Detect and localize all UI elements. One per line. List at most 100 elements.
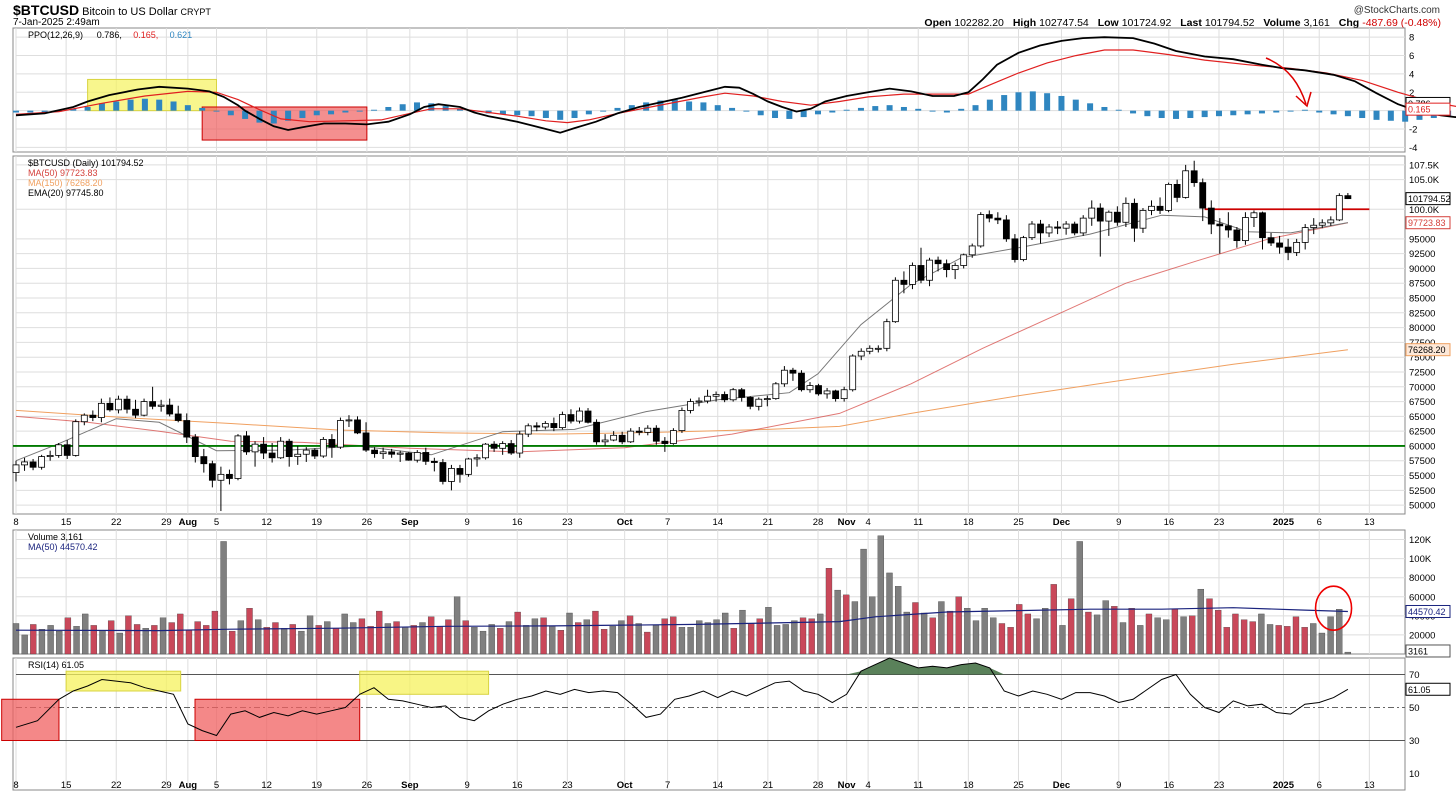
ppo-histogram-bar <box>113 101 120 111</box>
candle-body <box>678 410 686 431</box>
candle-body <box>687 401 694 411</box>
volume-bar <box>30 624 37 655</box>
rsi-x-tick-label: 23 <box>562 780 573 791</box>
rsi-line <box>15 657 1349 737</box>
candle-body <box>806 385 814 391</box>
volume-bar <box>1050 584 1057 655</box>
volume-bar <box>1102 600 1109 655</box>
volume-value-tag-label: 44570.42 <box>1408 607 1446 617</box>
volume-bar <box>367 626 374 655</box>
ppo-legend-item: 0.621 <box>170 30 193 40</box>
volume-bar <box>73 626 80 655</box>
ppo-histogram-bar <box>600 110 607 112</box>
rsi-x-tick-label: Dec <box>1053 780 1070 791</box>
ppo-histogram-bar <box>872 106 879 111</box>
volume-legend-item: Volume 3,161 <box>28 532 83 542</box>
price-x-tick-label: 12 <box>261 517 272 528</box>
ppo-legend-item: 0.165, <box>133 30 158 40</box>
ppo-histogram-bar <box>1359 110 1366 119</box>
price-y-tick-label: 55000 <box>1409 471 1435 482</box>
volume-bar <box>194 621 201 655</box>
volume-bar <box>938 601 945 655</box>
price-x-tick-label: 15 <box>61 517 72 528</box>
volume-bar <box>773 625 781 655</box>
candle-body <box>123 398 131 410</box>
candle-body <box>482 443 489 459</box>
rsi-x-tick-label: 21 <box>763 780 774 791</box>
volume-bar <box>514 611 521 655</box>
candle-body <box>499 443 507 449</box>
ppo-histogram-bar <box>700 102 707 111</box>
volume-bar <box>678 627 686 655</box>
candle-body <box>166 404 174 415</box>
candle-body <box>738 389 746 398</box>
candle-body <box>1344 195 1352 200</box>
volume-bar <box>860 548 867 655</box>
rsi-highlight-yellow <box>359 670 490 695</box>
candle-body <box>584 410 592 423</box>
ppo-histogram-bar <box>1072 99 1079 111</box>
volume-bar <box>1067 598 1075 655</box>
volume-bar <box>557 630 565 655</box>
volume-bar <box>142 628 149 655</box>
ppo-histogram-bar <box>299 110 306 119</box>
rsi-x-tick-label: 16 <box>512 780 523 791</box>
ppo-histogram-bar <box>772 110 779 119</box>
candle-body <box>567 414 575 422</box>
volume-bar <box>964 608 971 655</box>
price-x-tick-label: 25 <box>1013 517 1024 528</box>
rsi-x-tick-label: 9 <box>464 780 469 791</box>
ppo-histogram-bar <box>686 101 693 111</box>
candle-body <box>601 439 609 443</box>
volume-bar <box>730 628 737 655</box>
volume-bar <box>1344 651 1352 655</box>
ppo-histogram-bar <box>356 110 363 112</box>
price-x-tick-label: 23 <box>562 517 573 528</box>
rsi-highlight-yellow <box>65 670 182 692</box>
candle-body <box>260 443 267 454</box>
candle-body <box>874 347 882 350</box>
volume-bar <box>453 596 461 655</box>
candle-body <box>388 451 396 455</box>
price-y-tick-label: 100.0K <box>1409 205 1440 216</box>
ppo-histogram-bar <box>557 110 564 120</box>
ppo-histogram-bar <box>1029 91 1036 111</box>
volume-bar <box>1076 541 1083 655</box>
rsi-x-tick-label: 13 <box>1364 780 1375 791</box>
price-x-tick-label: 29 <box>161 517 172 528</box>
ppo-histogram-bar <box>514 110 521 116</box>
volume-bar <box>929 617 936 655</box>
ppo-histogram-bar <box>328 110 335 115</box>
ppo-histogram-bar <box>227 110 234 116</box>
ppo-histogram-bar <box>800 110 807 118</box>
candle-body <box>226 473 233 479</box>
candle-body <box>396 452 404 455</box>
volume-bar <box>1197 588 1205 655</box>
volume-bar <box>133 624 141 655</box>
price-x-tick-label: 23 <box>1214 517 1225 528</box>
candle-body <box>772 383 780 400</box>
candle-body <box>746 397 754 407</box>
candle-body <box>823 390 831 395</box>
candle-body <box>943 263 951 271</box>
ppo-histogram-bar <box>1258 110 1265 114</box>
candle-body <box>55 444 63 456</box>
volume-bar <box>756 618 763 655</box>
volume-bar <box>462 620 469 655</box>
volume-bar <box>376 610 383 655</box>
candle-body <box>985 214 993 219</box>
ppo-histogram-bar <box>156 99 163 111</box>
volume-bar <box>600 629 608 655</box>
price-x-tick-label: Dec <box>1053 517 1070 528</box>
volume-bar <box>47 625 54 655</box>
volume-bar <box>255 619 262 655</box>
panel-frame-price <box>12 155 1406 515</box>
volume-value: 3,161 <box>1303 17 1330 29</box>
volume-bar <box>436 626 443 655</box>
volume-bar <box>1301 627 1308 655</box>
open-label: Open <box>924 17 952 29</box>
annotation-arrow <box>1265 57 1307 105</box>
volume-bar <box>704 622 712 655</box>
candle-body <box>652 427 660 442</box>
